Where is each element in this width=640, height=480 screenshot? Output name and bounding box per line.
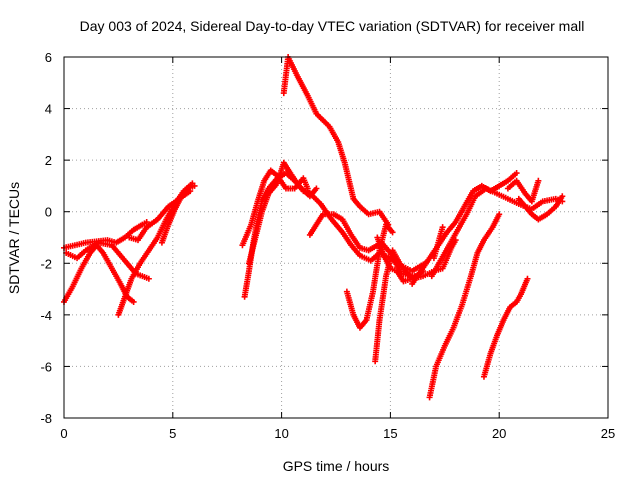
y-tick-label: 4 — [45, 102, 52, 117]
y-tick-label: -6 — [40, 359, 52, 374]
data-point — [145, 275, 152, 282]
series-arc-17 — [428, 185, 566, 280]
series-arc-19 — [515, 193, 566, 223]
data-point — [420, 268, 427, 275]
series-arc-12 — [306, 211, 418, 280]
data-point — [130, 298, 137, 305]
plot-frame — [63, 56, 609, 419]
series-arc-16 — [409, 170, 520, 287]
data-point — [439, 224, 446, 231]
y-tick-label: 6 — [45, 50, 52, 65]
series-arc-13 — [343, 221, 396, 331]
chart-title: Day 003 of 2024, Sidereal Day-to-day VTE… — [80, 18, 585, 34]
x-tick-label: 20 — [492, 426, 506, 441]
data-point — [513, 170, 520, 177]
y-tick-label: -8 — [40, 411, 52, 426]
grid — [64, 57, 608, 418]
data-point — [389, 229, 396, 236]
x-tick-label: 25 — [601, 426, 615, 441]
series-arc-22 — [374, 234, 427, 285]
x-tick-label: 5 — [169, 426, 176, 441]
y-axis-label: SDTVAR / TECUs — [6, 182, 22, 294]
y-tick-label: 0 — [45, 205, 52, 220]
series-arc-21 — [430, 224, 446, 262]
series-arc-9 — [239, 167, 311, 249]
series-arc-6 — [126, 188, 194, 244]
series-arc-10 — [280, 54, 392, 228]
data-point — [191, 182, 198, 189]
series-arc-11 — [304, 188, 429, 275]
axis-ticks: 0 5 10 15 20 25 -8 -6 -4 -2 0 2 4 6 — [40, 50, 615, 441]
data-points — [61, 54, 566, 401]
x-tick-label: 0 — [60, 426, 67, 441]
x-tick-label: 10 — [274, 426, 288, 441]
x-axis-label: GPS time / hours — [283, 458, 390, 474]
data-point — [535, 177, 542, 184]
y-tick-label: -2 — [40, 256, 52, 271]
series-arc-4 — [115, 180, 196, 318]
y-tick-label: 2 — [45, 153, 52, 168]
y-tick-label: -4 — [40, 308, 52, 323]
data-point — [524, 275, 531, 282]
series-arc-20 — [504, 177, 542, 205]
data-point — [313, 185, 320, 192]
x-tick-label: 15 — [383, 426, 397, 441]
data-point — [559, 193, 566, 200]
data-point — [496, 211, 503, 218]
series-arc-15 — [426, 211, 503, 401]
data-point — [143, 219, 150, 226]
series-arc-3 — [63, 239, 152, 282]
data-point — [187, 188, 194, 195]
series-arc-18 — [480, 275, 531, 380]
